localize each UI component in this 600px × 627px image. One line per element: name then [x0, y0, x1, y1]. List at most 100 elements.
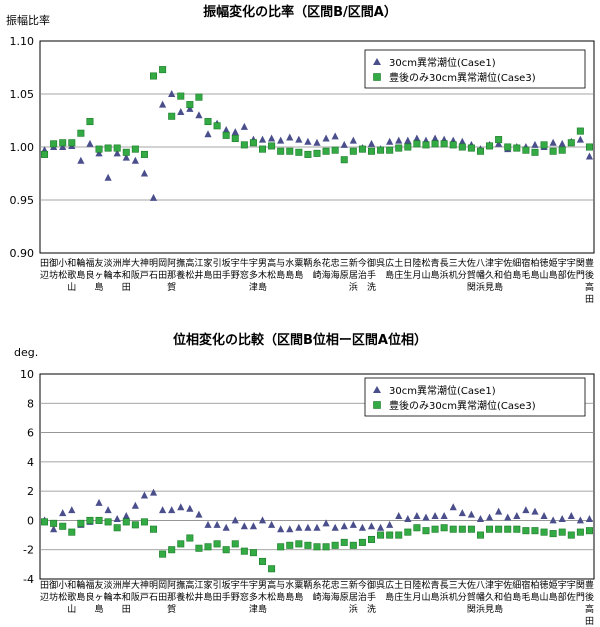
x-tick-label: 細 [512, 257, 521, 269]
y-tick-label: 0.95 [10, 194, 35, 207]
data-point-triangle [113, 149, 121, 157]
data-point-square [113, 144, 121, 152]
x-tick-label: 高 [267, 257, 276, 269]
x-tick-label: 呉 [376, 580, 385, 591]
x-tick-label: 島 [385, 591, 394, 603]
x-tick-label: 長 [440, 580, 449, 591]
x-tick-label: 高 [585, 603, 594, 615]
data-point-triangle [159, 100, 167, 108]
x-tick-label: 見 [485, 282, 494, 293]
data-point-square [404, 528, 412, 536]
x-tick-label: 岡 [158, 580, 167, 591]
x-tick-label: 賀 [467, 269, 476, 281]
x-tick-label: 見 [485, 604, 494, 615]
x-tick-label: 松 [185, 269, 194, 281]
x-tick-label: 居 [349, 592, 358, 603]
data-point-square [395, 531, 403, 539]
x-tick-label: 友 [95, 579, 104, 591]
x-tick-label: 引 [213, 258, 222, 269]
data-point-square [331, 541, 339, 549]
x-tick-label: 山 [67, 604, 76, 615]
x-tick-label: 島 [76, 591, 85, 603]
x-tick-label: 徳 [540, 579, 549, 591]
x-tick-label: 宇 [494, 579, 503, 591]
x-tick-label: 治 [358, 269, 367, 281]
x-tick-label: 御 [49, 257, 58, 269]
x-tick-label: 田 [213, 270, 222, 281]
data-point-triangle [258, 516, 267, 524]
x-tick-label: 土 [394, 579, 403, 591]
x-tick-label: 島 [530, 591, 539, 603]
x-tick-label: 阪 [131, 270, 140, 281]
data-point-triangle [531, 507, 539, 515]
data-point-square [77, 519, 85, 527]
legend-marker-square [373, 73, 381, 81]
data-point-triangle [168, 506, 176, 514]
data-point-triangle [467, 510, 475, 518]
x-tick-label: 島 [258, 281, 267, 293]
x-tick-label: 三 [340, 581, 349, 591]
x-tick-label: 広 [385, 579, 394, 591]
x-tick-label: 与 [276, 580, 285, 591]
x-tick-label: 幡 [476, 269, 485, 281]
data-point-triangle [204, 130, 212, 138]
data-point-triangle [304, 137, 312, 145]
data-point-square [50, 519, 58, 527]
data-point-square [349, 541, 357, 549]
x-tick-label: 佐 [567, 591, 576, 603]
data-point-square [495, 136, 503, 144]
x-tick-label: 養 [176, 269, 185, 281]
x-tick-label: 海 [331, 591, 340, 603]
data-point-square [68, 139, 76, 147]
x-tick-label: 宿 [521, 257, 530, 269]
x-tick-label: 明 [149, 258, 158, 269]
data-point-triangle [186, 504, 194, 512]
legend-box [364, 49, 586, 89]
x-tick-label: 部 [558, 269, 567, 281]
data-point-square [131, 145, 139, 153]
data-point-triangle [177, 108, 185, 116]
data-point-square [513, 144, 521, 152]
x-tick-label: 那 [167, 592, 176, 603]
data-point-square [585, 143, 593, 151]
data-point-square [422, 527, 430, 535]
data-point-square [131, 521, 139, 529]
data-point-triangle [413, 134, 421, 142]
data-point-triangle [585, 514, 594, 522]
y-tick-label: 0.90 [10, 247, 35, 260]
data-point-triangle [404, 514, 412, 522]
x-tick-label: 豊 [585, 579, 594, 591]
x-tick-label: 与 [276, 258, 285, 269]
x-tick-label: 八 [476, 581, 485, 591]
x-tick-label: 新 [349, 579, 358, 591]
x-tick-label: 引 [213, 580, 222, 591]
x-tick-label: 伯 [503, 269, 512, 281]
data-point-triangle [495, 139, 503, 147]
y-tick-label: 6 [27, 427, 34, 440]
x-tick-label: 養 [176, 591, 185, 603]
x-tick-label: 鞆 [303, 579, 312, 591]
legend-label: 30cm異常潮位(Case1) [389, 56, 496, 69]
x-tick-label: 戸 [140, 592, 149, 603]
x-tick-label: 坂 [222, 580, 231, 591]
data-point-square [413, 140, 421, 148]
x-tick-label: 手 [367, 269, 376, 281]
x-tick-label: 佐 [503, 579, 512, 591]
data-point-square [168, 112, 176, 120]
x-tick-label: 和 [494, 270, 503, 281]
x-tick-label: 淡 [104, 258, 113, 269]
data-point-square [168, 546, 176, 554]
data-point-square [113, 524, 121, 532]
data-point-triangle [331, 132, 339, 140]
data-point-square [476, 147, 484, 155]
x-tick-label: 淡 [104, 580, 113, 591]
x-tick-label: 井 [194, 591, 203, 603]
x-tick-label: 島 [276, 269, 285, 281]
x-tick-label: 島 [76, 269, 85, 281]
x-tick-label: 賀 [467, 591, 476, 603]
x-tick-label: 小 [58, 580, 67, 591]
x-tick-label: 鞆 [303, 257, 312, 269]
series-2 [41, 516, 593, 573]
data-point-triangle [168, 90, 176, 97]
data-point-square [104, 144, 112, 152]
